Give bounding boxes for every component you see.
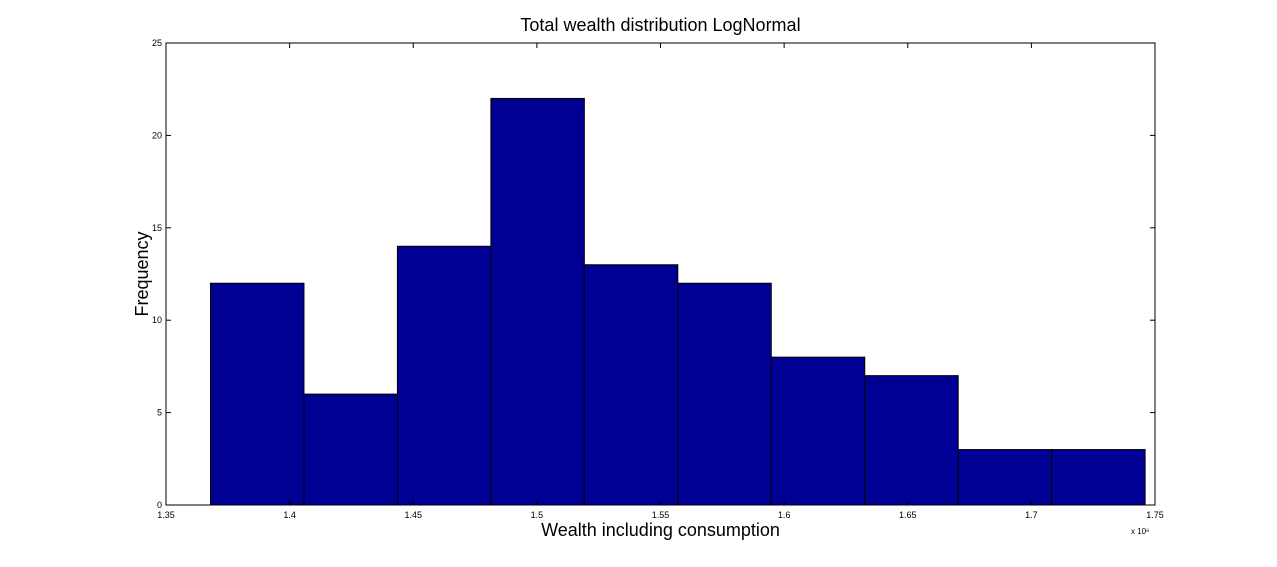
y-tick-label: 15 xyxy=(152,223,162,233)
x-tick-label: 1.5 xyxy=(531,510,544,520)
histogram-bar xyxy=(957,449,1053,506)
x-axis-multiplier: x 10⁶ xyxy=(1131,527,1149,536)
x-tick-label: 1.65 xyxy=(899,510,917,520)
y-tick-label: 0 xyxy=(157,500,162,510)
x-tick-label: 1.4 xyxy=(283,510,296,520)
bars-group xyxy=(210,97,1146,506)
ticks-group: 1.35 1.4 1.45 1.5 1.55 1.6 1.65 1.7 1.75 0 5 10 15 20… xyxy=(152,38,1164,520)
histogram-bar xyxy=(396,245,492,506)
x-tick-label: 1.6 xyxy=(778,510,791,520)
histogram-bar xyxy=(210,282,305,506)
histogram-bar xyxy=(303,393,398,506)
y-tick-label: 20 xyxy=(152,130,162,140)
histogram-bar xyxy=(864,375,959,506)
histogram-bar xyxy=(770,356,866,506)
chart-title: Total wealth distribution LogNormal xyxy=(520,15,800,35)
x-tick-label: 1.45 xyxy=(404,510,422,520)
x-tick-label: 1.75 xyxy=(1146,510,1164,520)
y-axis-label: Frequency xyxy=(132,231,152,316)
histogram-bar xyxy=(677,282,772,506)
x-tick-label: 1.7 xyxy=(1025,510,1038,520)
histogram-bar xyxy=(583,264,679,506)
y-tick-label: 5 xyxy=(157,408,162,418)
histogram-bar xyxy=(1051,449,1146,506)
y-tick-label: 10 xyxy=(152,315,162,325)
x-tick-label: 1.35 xyxy=(157,510,175,520)
histogram-bar xyxy=(490,97,585,506)
x-axis-label: Wealth including consumption xyxy=(541,520,780,540)
x-tick-label: 1.55 xyxy=(652,510,670,520)
y-tick-label: 25 xyxy=(152,38,162,48)
